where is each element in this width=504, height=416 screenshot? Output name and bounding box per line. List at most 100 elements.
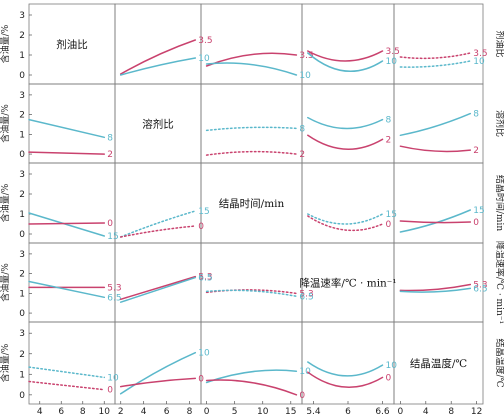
row-factor-title-time: 结晶时间/min <box>494 175 504 231</box>
y-axis-title: 含油量/% <box>0 104 11 143</box>
series-line-2 <box>307 134 384 150</box>
x-tick-label-ratio: 6 <box>58 407 64 416</box>
panel-r2-c0: 150 <box>28 212 119 242</box>
panel-frame-r4-c4 <box>393 321 484 405</box>
series-label-2: 2 <box>386 135 392 145</box>
row-factor-title-ratio: 剂油比 <box>494 30 504 57</box>
x-tick-label-temp: 12 <box>471 407 482 416</box>
y-tick-label: 3 <box>19 91 25 101</box>
factor-label-rate: 降温速率/℃ · min⁻¹ <box>299 277 396 290</box>
x-tick-label-temp: 4 <box>423 407 429 416</box>
series-line-3.5 <box>119 39 197 75</box>
x-tick-label-ratio: 8 <box>80 407 86 416</box>
x-tick-label-rate: 5.4 <box>306 407 321 416</box>
panel-frame-r2-c3 <box>301 162 395 244</box>
panel-r1-c2: 82 <box>205 124 305 160</box>
y-tick-label: 2 <box>19 270 25 280</box>
y-tick-label: 0 <box>19 309 25 319</box>
panel-r3-c0: 5.36.5 <box>28 280 122 303</box>
series-line-8 <box>205 126 298 132</box>
y-tick-label: 3 <box>19 11 25 21</box>
y-tick-label: 3 <box>19 329 25 339</box>
panel-frame-r1-c0 <box>28 83 116 164</box>
series-line-10 <box>307 52 384 72</box>
panel-frame-r1-c3 <box>301 83 395 164</box>
panel-frame-r0-c4 <box>393 3 484 85</box>
panel-frame-r0-c3 <box>301 3 395 85</box>
x-tick-label-time: 15 <box>285 407 296 416</box>
y-tick-label: 3 <box>19 170 25 180</box>
series-label-0: 0 <box>107 219 113 229</box>
series-line-10 <box>307 361 384 377</box>
panel-r4-c0: 100 <box>28 366 119 396</box>
y-axis-title: 含油量/% <box>0 24 11 63</box>
y-tick-label: 1 <box>19 289 25 299</box>
series-label-6.5: 6.5 <box>473 284 487 294</box>
series-label-10: 10 <box>299 367 311 377</box>
series-label-10: 10 <box>386 361 398 371</box>
panel-frame-r3-c1 <box>114 242 202 323</box>
panel-r0-c3: 3.510 <box>307 47 400 72</box>
panel-r3-c2: 5.36.5 <box>205 289 314 302</box>
x-tick-label-rate: 6 <box>345 407 351 416</box>
series-label-3.5: 3.5 <box>386 47 400 57</box>
series-label-10: 10 <box>107 373 119 383</box>
x-tick-label-time: 5 <box>232 407 238 416</box>
series-line-6.5 <box>28 280 106 299</box>
panel-frame-r0-c1 <box>114 3 202 85</box>
factor-label-solvent: 溶剂比 <box>142 118 174 131</box>
y-tick-label: 0 <box>19 71 25 81</box>
x-tick-label-temp: 8 <box>448 407 454 416</box>
panel-r1-c4: 82 <box>399 110 479 156</box>
series-label-10: 10 <box>473 57 485 67</box>
series-label-0: 0 <box>107 386 113 396</box>
y-tick-label: 1 <box>19 51 25 61</box>
series-label-15: 15 <box>198 207 209 217</box>
panel-frame-r3-c2 <box>200 242 303 323</box>
y-axis-title: 含油量/% <box>0 183 11 222</box>
series-line-8 <box>399 112 472 137</box>
series-label-8: 8 <box>473 110 479 120</box>
series-label-15: 15 <box>386 210 397 220</box>
panel-frame-r3-c4 <box>393 242 484 323</box>
series-line-3.5 <box>307 50 384 62</box>
panel-r2-c4: 150 <box>399 206 485 233</box>
series-line-10 <box>205 62 298 76</box>
y-axis-title: 含油量/% <box>0 343 11 382</box>
series-label-2: 2 <box>107 150 113 160</box>
panel-frame-r4-c3 <box>301 321 395 405</box>
row-factor-title-rate: 降温速率/℃ · min⁻¹ <box>494 241 504 324</box>
series-label-5.3: 5.3 <box>107 283 121 293</box>
series-line-10 <box>399 60 472 68</box>
panel-frame-r3-c0 <box>28 242 116 323</box>
x-tick-label-solvent: 8 <box>187 407 193 416</box>
series-line-5.3 <box>399 283 472 292</box>
y-tick-label: 1 <box>19 130 25 140</box>
panel-r3-c1: 5.36.5 <box>119 273 213 303</box>
series-label-10: 10 <box>386 57 398 67</box>
series-line-8 <box>28 118 106 139</box>
series-line-6.5 <box>399 287 472 293</box>
series-line-10 <box>28 366 106 379</box>
series-label-15: 15 <box>473 206 484 216</box>
x-tick-label-solvent: 6 <box>164 407 170 416</box>
y-tick-label: 2 <box>19 111 25 121</box>
panel-r1-c3: 82 <box>307 116 392 150</box>
panel-r0-c4: 3.510 <box>399 49 488 68</box>
series-label-3.5: 3.5 <box>299 51 313 61</box>
series-line-0 <box>205 379 298 396</box>
series-line-6.5 <box>205 289 298 298</box>
series-label-10: 10 <box>198 54 210 64</box>
series-label-0: 0 <box>473 218 479 228</box>
x-tick-label-temp: 0 <box>397 407 403 416</box>
series-label-2: 2 <box>299 150 305 160</box>
series-line-10 <box>119 57 197 76</box>
series-line-15 <box>307 213 384 225</box>
panel-r2-c1: 15 0 <box>119 207 210 238</box>
x-tick-label-ratio: 4 <box>37 407 43 416</box>
series-label-8: 8 <box>107 133 113 143</box>
panel-r4-c3: 100 <box>307 361 398 388</box>
panel-r0-c2: 3.5 10 <box>205 51 314 81</box>
series-label-0: 0 <box>386 373 392 383</box>
series-line-5.3 <box>119 275 197 301</box>
